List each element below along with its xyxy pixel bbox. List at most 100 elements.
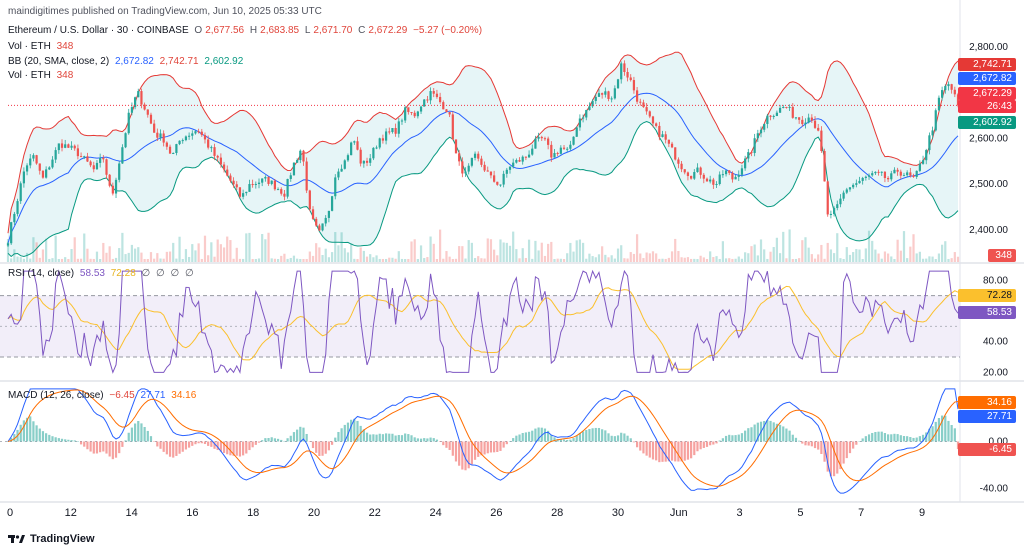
macd-histogram-bar [934, 421, 937, 442]
candle-body [934, 110, 937, 131]
macd-histogram-bar [845, 441, 848, 459]
volume-bar [343, 248, 346, 262]
volume-bar [292, 255, 296, 262]
macd-histogram-bar [496, 441, 499, 452]
volume-bar [41, 249, 45, 262]
rsi-legend[interactable]: RSI (14, close) 58.53 72.28 ∅ ∅ ∅ ∅ [8, 268, 197, 279]
volume-bar [575, 240, 578, 262]
macd-histogram-bar [775, 423, 779, 442]
volume-bar [194, 250, 197, 262]
candle-body [213, 147, 216, 156]
candle-body [251, 184, 254, 186]
volume-bar [242, 258, 245, 262]
candle-body [820, 130, 823, 152]
volume-legend-2[interactable]: Vol · ETH 348 [8, 70, 76, 81]
macd-histogram-bar [537, 427, 540, 442]
macd-histogram-bar [235, 441, 238, 456]
candle-body [893, 169, 896, 174]
candle-body [45, 169, 48, 178]
macd-hist-badge: -6.45 [958, 443, 1016, 456]
volume-bar [276, 258, 280, 262]
candle-body [604, 91, 607, 95]
volume-bar [200, 258, 203, 262]
volume-bar [140, 252, 143, 262]
candle-body [607, 91, 610, 99]
volume-bar [267, 232, 270, 262]
volume-bar [229, 240, 232, 262]
candle-body [842, 192, 845, 199]
volume-bar [766, 258, 769, 262]
candle-body [696, 167, 699, 173]
rsi-tick-label: 20.00 [983, 367, 1008, 378]
macd-histogram-bar [175, 441, 178, 456]
candle-body [518, 159, 521, 162]
volume-bar [794, 258, 798, 262]
macd-histogram-bar [391, 433, 394, 442]
macd-histogram-bar [124, 440, 127, 442]
candle-body [553, 152, 556, 158]
macd-histogram-bar [918, 436, 921, 442]
candle-body [496, 181, 499, 185]
volume-bar [594, 257, 597, 262]
macd-histogram-bar [817, 441, 820, 450]
macd-legend[interactable]: MACD (12, 26, close) −6.45 27.71 34.16 [8, 390, 199, 401]
tradingview-logo[interactable]: TradingView [8, 533, 95, 545]
candle-body [168, 146, 172, 154]
candle-body [165, 142, 168, 147]
volume-bar [305, 258, 308, 262]
candle-body [785, 106, 788, 108]
macd-histogram-bar [397, 434, 400, 442]
volume-bar [601, 246, 604, 262]
volume-bar [350, 243, 353, 262]
macd-histogram-bar [855, 441, 858, 445]
macd-histogram-bar [604, 430, 607, 442]
volume-bar [172, 242, 175, 262]
volume-bar [759, 239, 763, 262]
symbol-legend[interactable]: Ethereum / U.S. Dollar · 30 · COINBASE O… [8, 25, 485, 36]
price-tick-label: 2,600.00 [969, 133, 1008, 144]
bb-legend[interactable]: BB (20, SMA, close, 2) 2,672.82 2,742.71… [8, 56, 246, 67]
candle-body [238, 187, 242, 197]
volume-bar [19, 257, 22, 262]
candle-body [858, 180, 861, 184]
volume-bar [451, 258, 454, 262]
volume-bar [149, 252, 153, 262]
candle-body [715, 183, 718, 185]
rsi-line [7, 269, 959, 375]
macd-histogram-bar [13, 434, 16, 442]
macd-histogram-bar [791, 434, 794, 442]
macd-histogram-bar [635, 441, 639, 448]
volume-bar [6, 238, 10, 262]
macd-histogram-bar [848, 441, 852, 454]
candle-body [105, 159, 108, 175]
macd-histogram-bar [70, 440, 73, 442]
candle-body [578, 118, 582, 128]
macd-histogram-bar [944, 415, 947, 442]
candle-body [937, 97, 941, 111]
candle-body [51, 159, 54, 168]
candle-body [661, 134, 664, 137]
volume-bar [334, 232, 337, 262]
candle-body [594, 96, 597, 101]
candle-body [375, 147, 378, 149]
volume-bar [197, 243, 200, 262]
macd-histogram-bar [890, 434, 893, 442]
candle-body [670, 143, 674, 148]
volume-bar [674, 238, 677, 262]
volume-bar [470, 242, 473, 262]
candle-body [203, 135, 207, 140]
volume-bar [423, 258, 426, 262]
macd-histogram-bar [756, 422, 759, 442]
candle-body [664, 134, 667, 140]
volume-bar [686, 257, 690, 262]
candle-body [724, 170, 728, 175]
macd-histogram-bar [610, 435, 613, 442]
volume-legend-1[interactable]: Vol · ETH 348 [8, 41, 76, 52]
macd-histogram-bar [852, 441, 855, 449]
macd-histogram-bar [254, 441, 257, 445]
macd-histogram-bar [51, 436, 54, 442]
volume-bar [839, 258, 842, 262]
candle-body [6, 243, 10, 246]
candle-body [731, 172, 734, 180]
candle-body [264, 176, 267, 179]
